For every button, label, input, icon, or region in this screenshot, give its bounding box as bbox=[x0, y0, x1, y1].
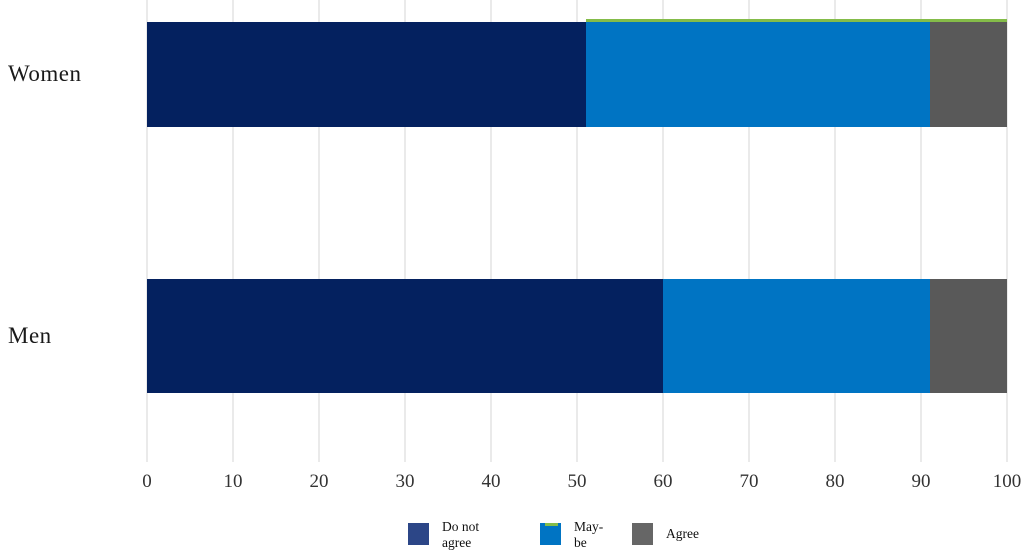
x-tick-label: 60 bbox=[653, 471, 673, 492]
gridline bbox=[232, 0, 234, 462]
bar-segment-may-be bbox=[585, 22, 930, 127]
green-accent-line bbox=[585, 19, 1007, 22]
gridline bbox=[318, 0, 320, 462]
x-tick-label: 70 bbox=[739, 471, 759, 492]
legend-swatch-icon bbox=[408, 523, 429, 545]
gridline bbox=[404, 0, 406, 462]
legend-item-do-not-agree: Do not agree bbox=[408, 519, 479, 551]
gridline bbox=[748, 0, 750, 462]
x-tick-label: 80 bbox=[825, 471, 845, 492]
plot-area bbox=[146, 0, 1008, 462]
bar-row-women bbox=[147, 19, 1007, 127]
x-tick-label: 100 bbox=[992, 471, 1022, 492]
gridline bbox=[1006, 0, 1008, 462]
x-tick-label: 0 bbox=[142, 471, 152, 492]
legend-label: May- be bbox=[574, 519, 604, 550]
x-tick-label: 40 bbox=[481, 471, 501, 492]
gridline bbox=[490, 0, 492, 462]
gridline bbox=[576, 0, 578, 462]
legend-item-may-be: May- be bbox=[540, 519, 603, 551]
legend-swatch-icon bbox=[540, 523, 561, 545]
x-tick-label: 10 bbox=[223, 471, 243, 492]
legend-label: Do not agree bbox=[442, 519, 480, 550]
x-tick-label: 50 bbox=[567, 471, 587, 492]
legend-swatch-accent bbox=[545, 523, 559, 526]
category-label-women: Women bbox=[8, 61, 82, 86]
x-tick-label: 90 bbox=[911, 471, 931, 492]
gridline bbox=[834, 0, 836, 462]
legend-label: Agree bbox=[666, 526, 699, 541]
legend-item-agree: Agree bbox=[632, 519, 699, 549]
x-tick-label: 30 bbox=[395, 471, 415, 492]
gridline bbox=[146, 0, 148, 462]
x-axis: 0 10 20 30 40 50 60 70 80 90 100 bbox=[142, 471, 1021, 499]
bar-segment-may-be bbox=[663, 279, 930, 393]
legend-swatch-icon bbox=[632, 523, 653, 545]
x-tick-label: 20 bbox=[309, 471, 329, 492]
bar-segment-agree bbox=[929, 22, 1007, 127]
gridline bbox=[662, 0, 664, 462]
bar-row-men bbox=[147, 279, 1007, 393]
gridline bbox=[920, 0, 922, 462]
bar-segment-agree bbox=[929, 279, 1007, 393]
bar-segment-do-not-agree bbox=[147, 279, 663, 393]
category-label-men: Men bbox=[8, 323, 52, 348]
bar-segment-do-not-agree bbox=[147, 22, 586, 127]
